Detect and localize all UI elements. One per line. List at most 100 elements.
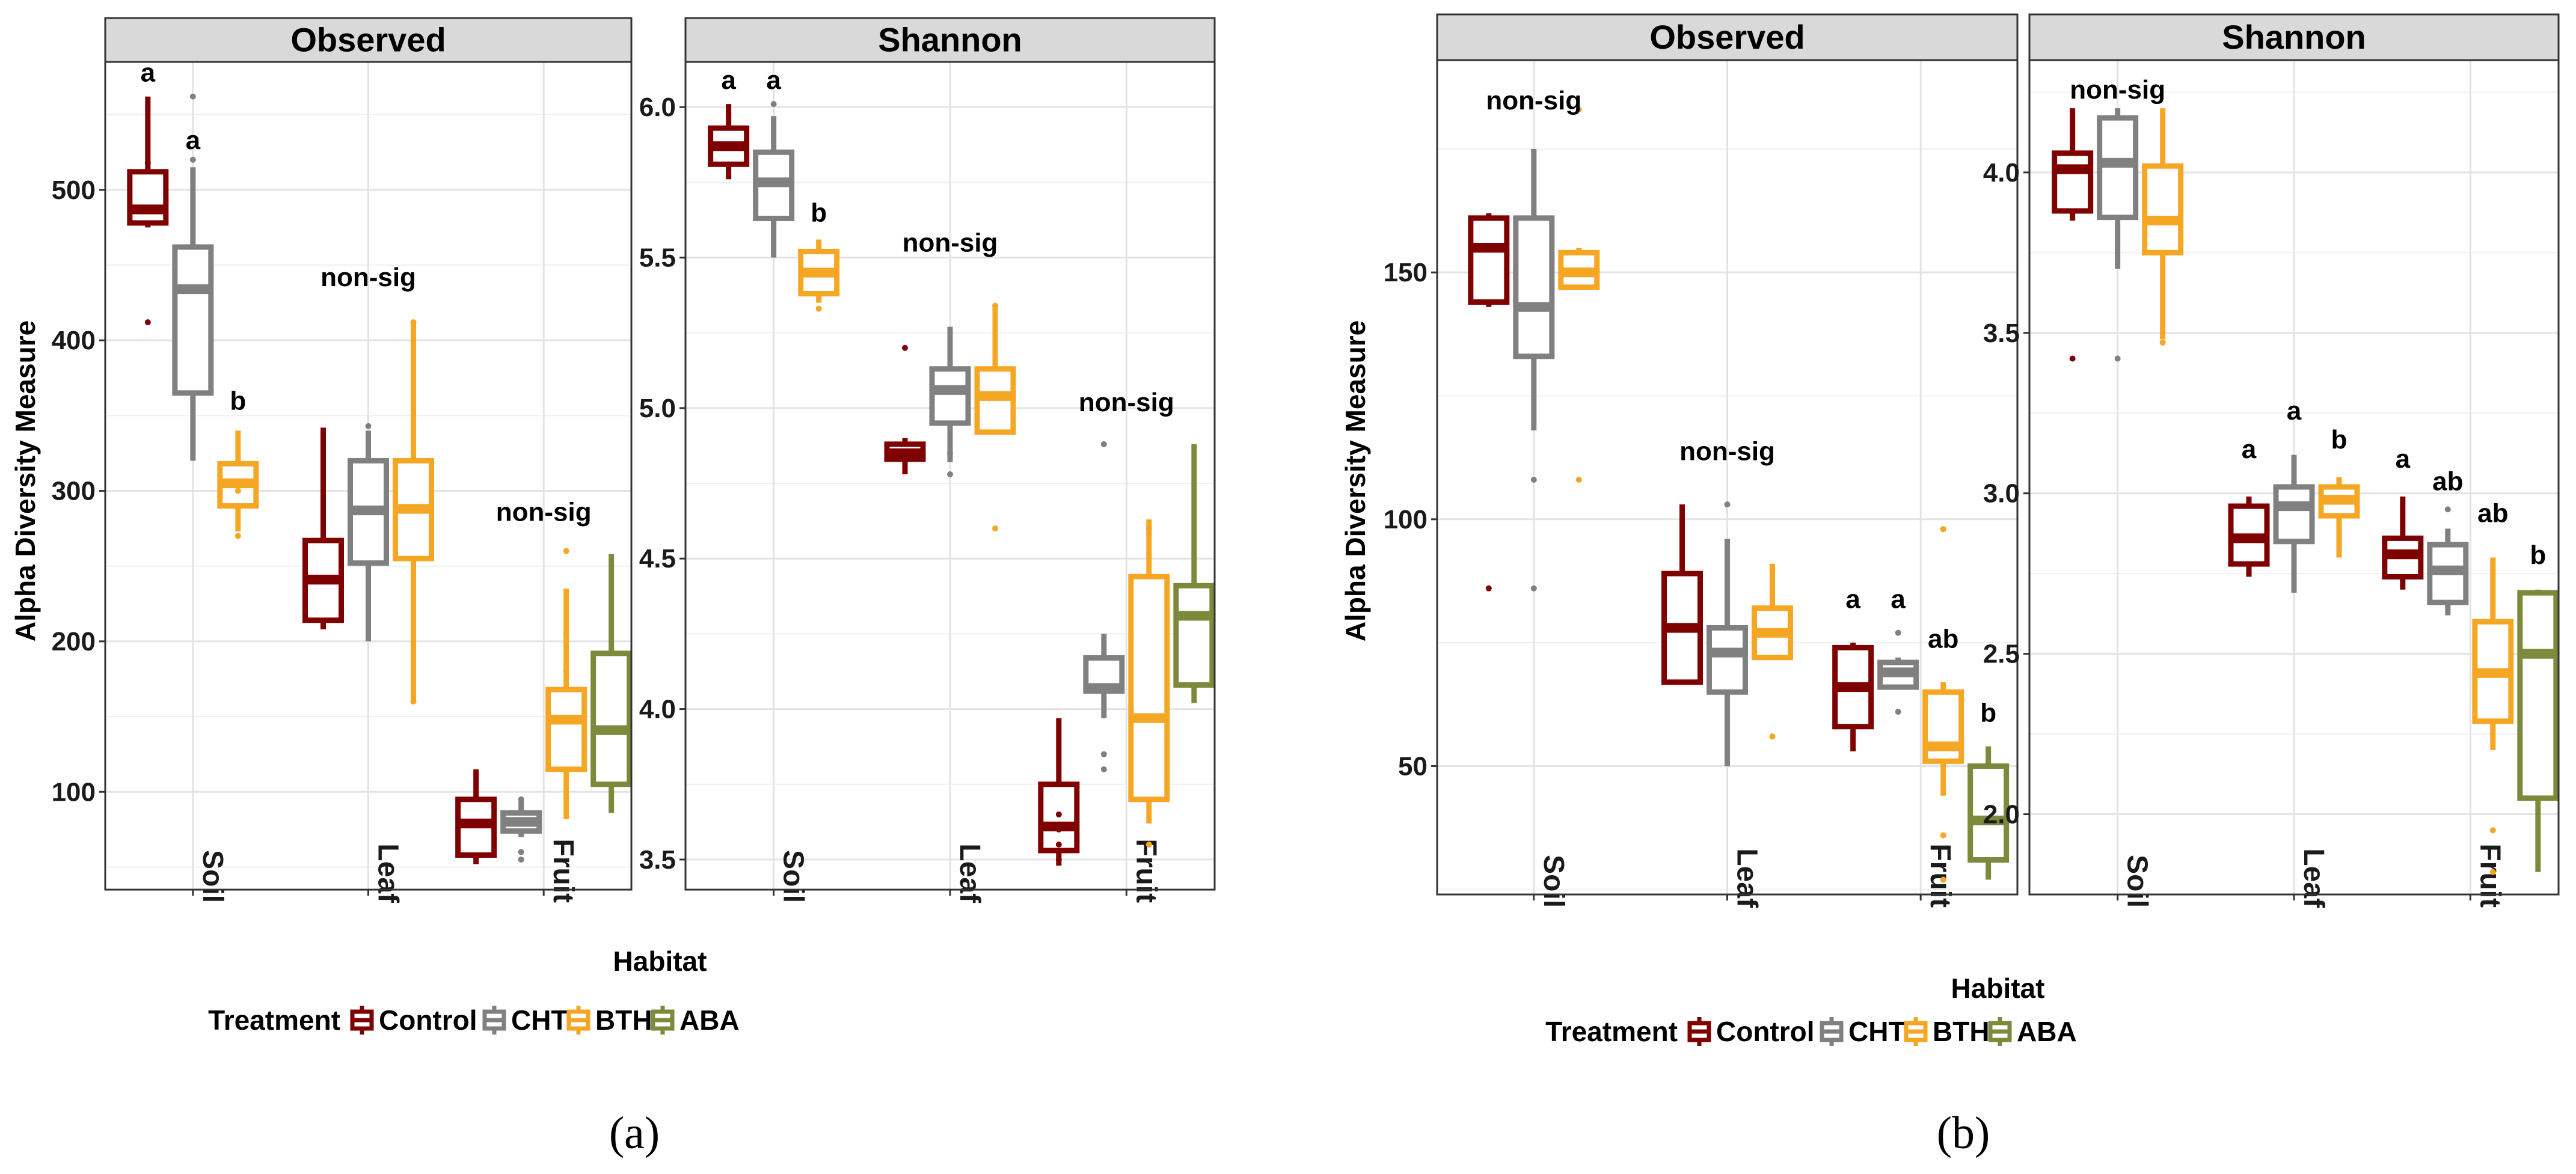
- box-leaf-control: [1661, 504, 1703, 685]
- significance-label: a: [766, 66, 781, 95]
- outlier-point: [2114, 355, 2121, 362]
- x-axis-title: Habitat: [1951, 973, 2045, 1004]
- box-iqr: [2517, 590, 2559, 801]
- box-fruit-control: [1038, 718, 1080, 866]
- box-fruit-aba: [1967, 746, 2010, 880]
- plot-border: [104, 61, 633, 891]
- box-iqr: [929, 366, 971, 426]
- box-leaf-cht: [1707, 501, 1748, 766]
- outlier-point: [189, 93, 196, 100]
- box-iqr: [2142, 163, 2184, 255]
- box-iqr: [2273, 484, 2315, 545]
- legend: Treatment Control CHT BTH ABA: [208, 1004, 740, 1036]
- box-leaf-cht: [2273, 454, 2315, 593]
- y-tick-label: 5.5: [639, 243, 676, 272]
- x-tick-label: Leaf: [1731, 848, 1763, 908]
- outlier-point: [144, 319, 151, 326]
- box-fruit-cht: [2427, 506, 2469, 616]
- box-soil-bth: [1558, 106, 1600, 483]
- significance-label: a: [2396, 444, 2411, 474]
- outlier-point: [1100, 766, 1107, 772]
- y-tick-label: 200: [52, 627, 96, 656]
- box-iqr: [1173, 582, 1215, 688]
- y-tick-label: 500: [52, 176, 96, 205]
- significance-label: b: [811, 198, 827, 227]
- significance-label: ab: [2477, 499, 2508, 528]
- facet-title: Observed: [290, 21, 446, 59]
- box-iqr: [1967, 763, 2010, 863]
- chart-panel-a: Observed 100 200 300 400 500 Soil Leaf Fruit a a b n…: [10, 17, 1216, 1158]
- box-fruit-control: [455, 769, 497, 864]
- box-iqr: [1468, 215, 1510, 305]
- legend-label: Control: [1716, 1016, 1815, 1047]
- legend-label: ABA: [679, 1004, 740, 1036]
- outlier-point: [1724, 501, 1731, 508]
- x-tick-label: Soil: [2121, 855, 2153, 908]
- y-tick-label: 3.0: [1983, 479, 2020, 509]
- box-iqr: [590, 650, 633, 787]
- legend-title: Treatment: [1545, 1016, 1678, 1047]
- outlier-point: [563, 548, 569, 554]
- y-tick-label: 2.5: [1983, 640, 2020, 669]
- outlier-point: [992, 302, 998, 309]
- box-fruit-bth: [2472, 557, 2514, 875]
- outlier-point: [1575, 106, 1582, 113]
- outlier-point: [1940, 832, 1946, 839]
- outlier-point: [563, 631, 569, 637]
- outlier-point: [1055, 811, 1062, 818]
- significance-label: b: [1980, 699, 1996, 728]
- significance-label: b: [230, 386, 246, 415]
- outlier-point: [1940, 876, 1946, 883]
- legend-label: Control: [379, 1004, 477, 1036]
- outlier-point: [992, 525, 998, 532]
- box-iqr: [1038, 781, 1080, 854]
- box-soil-bth: [2142, 108, 2184, 346]
- facet-observed: Observed 50 100 150 Soil Leaf Fruit non-sig non-…: [1384, 13, 2019, 908]
- outlier-point: [2444, 506, 2451, 513]
- outlier-point: [518, 856, 524, 863]
- box-fruit-aba: [590, 554, 633, 813]
- outlier-point: [815, 296, 822, 303]
- outlier-point: [2489, 869, 2496, 875]
- box-fruit-cht: [1877, 629, 1919, 715]
- y-tick-label: 3.5: [1983, 319, 2020, 348]
- significance-label: non-sig: [1486, 86, 1581, 115]
- y-tick-label: 4.5: [639, 544, 676, 573]
- legend: Treatment Control CHT BTH ABA: [1545, 1016, 2077, 1047]
- legend-entry-aba: ABA: [651, 1004, 740, 1036]
- significance-label: a: [141, 58, 156, 88]
- significance-label: a: [1891, 585, 1906, 614]
- facet-shannon: Shannon 3.5 4.0 4.5 5.0 5.5 6.0 Soil Leaf Fruit a a…: [639, 17, 1216, 903]
- y-tick-label: 100: [1384, 505, 1428, 534]
- outlier-point: [1769, 733, 1776, 740]
- outlier-point: [1575, 477, 1582, 483]
- panel-caption: (b): [1937, 1108, 1990, 1158]
- facet-shannon: Shannon 2.0 2.5 3.0 3.5 4.0 Soil Leaf Fruit non-s…: [1983, 13, 2560, 908]
- chart-panel-b: Observed 50 100 150 Soil Leaf Fruit non-sig non-…: [1340, 13, 2560, 1158]
- box-soil-control: [2052, 108, 2094, 362]
- legend-label: BTH: [595, 1004, 652, 1036]
- box-fruit-bth: [1922, 526, 1964, 883]
- x-tick-label: Leaf: [954, 843, 986, 903]
- significance-label: a: [2287, 396, 2302, 426]
- outlier-point: [410, 319, 417, 326]
- significance-label: non-sig: [496, 498, 592, 527]
- significance-label: non-sig: [903, 228, 998, 257]
- significance-label: non-sig: [320, 263, 416, 292]
- significance-label: ab: [2432, 466, 2463, 496]
- box-fruit-aba: [1173, 444, 1215, 703]
- box-fruit-bth: [1128, 519, 1170, 848]
- outlier-point: [563, 668, 569, 674]
- y-tick-label: 150: [1384, 258, 1428, 287]
- facet-strip: [2028, 13, 2560, 61]
- legend-entry-bth: BTH: [1904, 1016, 1990, 1047]
- outlier-point: [1100, 441, 1107, 447]
- significance-label: non-sig: [2070, 75, 2165, 105]
- outlier-point: [235, 533, 241, 539]
- y-axis-title: Alpha Diversity Measure: [10, 320, 41, 641]
- box-iqr: [1513, 215, 1555, 359]
- outlier-point: [1055, 841, 1062, 848]
- facet-strip: [1436, 13, 2019, 61]
- outlier-point: [770, 101, 777, 108]
- legend-entry-control: Control: [350, 1004, 477, 1036]
